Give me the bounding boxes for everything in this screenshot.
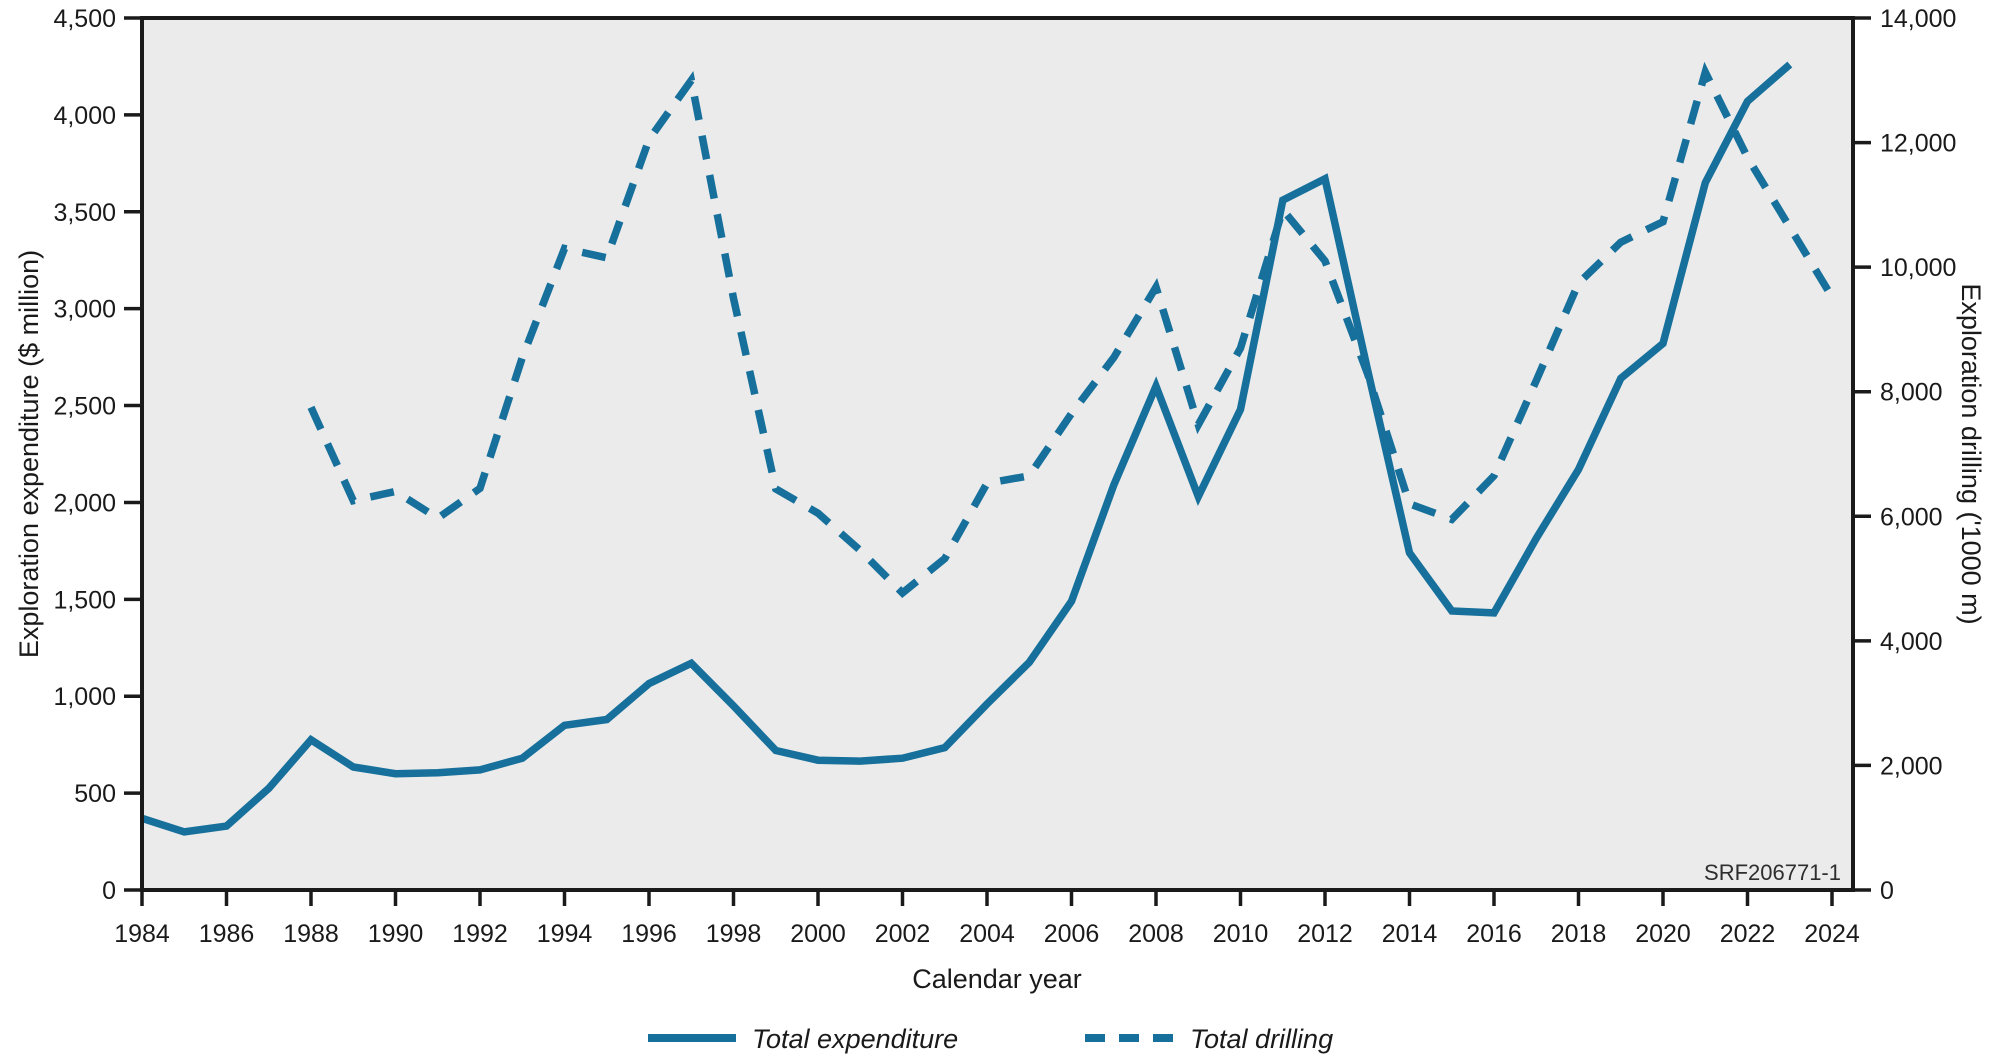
legend-label-total-expenditure: Total expenditure	[752, 1024, 958, 1054]
x-tick-label: 2000	[790, 920, 846, 948]
y-right-tick-label: 14,000	[1880, 5, 1956, 33]
x-tick-label: 2022	[1720, 920, 1776, 948]
x-tick-label: 2004	[959, 920, 1015, 948]
x-axis-title: Calendar year	[912, 964, 1082, 994]
y-left-tick-label: 4,500	[53, 5, 116, 33]
y-left-tick-label: 500	[74, 780, 116, 808]
y-right-tick-label: 8,000	[1880, 379, 1943, 407]
x-tick-label: 2012	[1297, 920, 1353, 948]
x-tick-label: 2014	[1382, 920, 1438, 948]
figure-reference-code: SRF206771-1	[1704, 860, 1841, 885]
x-tick-label: 2008	[1128, 920, 1184, 948]
y-right-tick-label: 10,000	[1880, 254, 1956, 282]
y-right-tick-label: 0	[1880, 877, 1894, 905]
x-tick-label: 2024	[1804, 920, 1860, 948]
x-tick-label: 2018	[1551, 920, 1607, 948]
y-left-tick-label: 4,000	[53, 102, 116, 130]
x-tick-label: 1994	[537, 920, 593, 948]
y-left-tick-label: 1,500	[53, 586, 116, 614]
y-left-tick-label: 2,000	[53, 489, 116, 517]
x-tick-label: 2006	[1044, 920, 1100, 948]
y-axis-left-title: Exploration expenditure ($ million)	[14, 250, 44, 658]
x-tick-label: 1996	[621, 920, 677, 948]
legend-label-total-drilling: Total drilling	[1190, 1024, 1333, 1054]
x-tick-label: 1992	[452, 920, 508, 948]
y-right-tick-label: 2,000	[1880, 752, 1943, 780]
x-tick-label: 1990	[368, 920, 424, 948]
x-tick-label: 1986	[199, 920, 255, 948]
x-tick-label: 2016	[1466, 920, 1522, 948]
x-tick-label: 1984	[114, 920, 170, 948]
x-tick-label: 2002	[875, 920, 931, 948]
y-axis-right-title: Exploration drilling ('1000 m)	[1956, 283, 1986, 624]
legend: Total expenditure Total drilling	[648, 1024, 1333, 1054]
series-line-total-drilling	[307, 61, 1836, 598]
series-line-total-expenditure	[140, 61, 1793, 836]
y-left-tick-label: 1,000	[53, 683, 116, 711]
y-right-tick-label: 4,000	[1880, 628, 1943, 656]
y-right-tick-label: 6,000	[1880, 503, 1943, 531]
x-tick-label: 2010	[1213, 920, 1269, 948]
x-tick-label: 1998	[706, 920, 762, 948]
y-left-tick-label: 3,000	[53, 296, 116, 324]
x-tick-label: 1988	[283, 920, 339, 948]
y-left-tick-label: 0	[102, 877, 116, 905]
y-left-tick-label: 2,500	[53, 393, 116, 421]
y-right-tick-label: 12,000	[1880, 130, 1956, 158]
y-left-tick-label: 3,500	[53, 199, 116, 227]
plot-border	[140, 16, 1855, 892]
x-tick-label: 2020	[1635, 920, 1691, 948]
plot-area	[142, 18, 1853, 890]
